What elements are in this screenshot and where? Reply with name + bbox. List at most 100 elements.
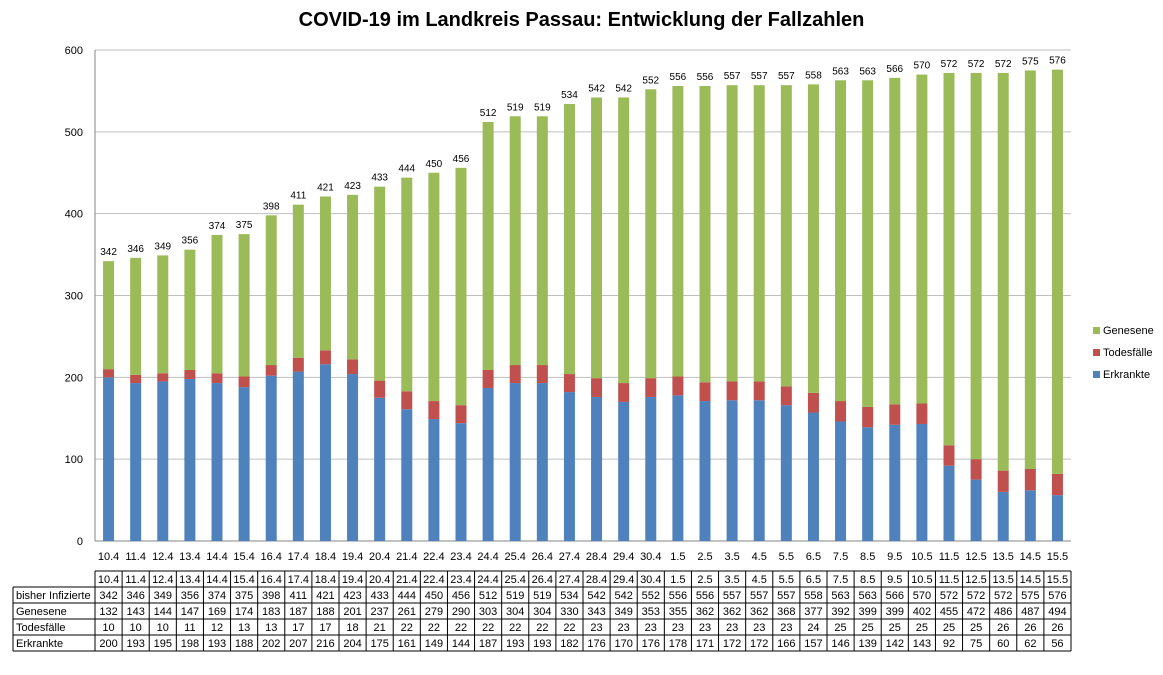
table-header-cell: 8.5	[860, 574, 875, 586]
table-cell: 402	[913, 606, 931, 618]
x-tick-label: 29.4	[613, 551, 634, 563]
table-cell: 542	[614, 590, 632, 602]
table-cell: 362	[723, 606, 741, 618]
x-tick-label: 12.4	[152, 551, 173, 563]
table-cell: 237	[370, 606, 388, 618]
table-cell: 146	[831, 638, 849, 650]
data-label-total: 558	[805, 70, 822, 81]
table-cell: 563	[831, 590, 849, 602]
table-header-cell: 12.5	[965, 574, 986, 586]
x-tick-label: 6.5	[806, 551, 821, 563]
table-cell: 23	[618, 622, 630, 634]
table-cell: 575	[1021, 590, 1039, 602]
table-header-cell: 4.5	[752, 574, 767, 586]
table-cell: 26	[1024, 622, 1036, 634]
bar-erkrankte	[943, 465, 955, 541]
bar-erkrankte	[726, 400, 738, 541]
table-cell: 377	[804, 606, 822, 618]
bar-genesene	[482, 122, 494, 370]
table-cell: 23	[780, 622, 792, 634]
table-header-cell: 5.5	[779, 574, 794, 586]
table-cell: 423	[343, 590, 361, 602]
table-cell: 556	[669, 590, 687, 602]
bar-erkrankte	[238, 387, 250, 541]
bar-todesflle	[726, 381, 738, 401]
table-cell: 176	[642, 638, 660, 650]
table-cell: 368	[777, 606, 795, 618]
bar-todesflle	[401, 391, 413, 410]
table-cell: 183	[262, 606, 280, 618]
bar-genesene	[211, 234, 223, 374]
bar-genesene	[699, 86, 711, 383]
table-cell: 486	[994, 606, 1012, 618]
table-cell: 13	[238, 622, 250, 634]
x-tick-label: 9.5	[887, 551, 902, 563]
bar-todesflle	[265, 365, 277, 376]
table-cell: 187	[479, 638, 497, 650]
table-cell: 201	[343, 606, 361, 618]
x-tick-label: 14.4	[206, 551, 227, 563]
table-cell: 200	[99, 638, 117, 650]
bar-todesflle	[509, 365, 521, 384]
data-label-total: 563	[859, 66, 876, 77]
table-cell: 356	[181, 590, 199, 602]
data-label-total: 519	[507, 102, 524, 113]
table-cell: 25	[889, 622, 901, 634]
data-label-total: 575	[1022, 56, 1039, 67]
table-cell: 261	[398, 606, 416, 618]
bar-todesflle	[780, 386, 792, 406]
bar-genesene	[862, 80, 874, 407]
bar-erkrankte	[807, 412, 819, 541]
bar-todesflle	[970, 459, 982, 480]
table-cell: 193	[506, 638, 524, 650]
data-label-total: 566	[886, 64, 903, 75]
table-cell: 172	[750, 638, 768, 650]
table-cell: 303	[479, 606, 497, 618]
x-tick-label: 25.4	[505, 551, 526, 563]
bar-genesene	[970, 72, 982, 460]
table-row-label: bisher Infizierte	[16, 590, 91, 602]
x-tick-label: 27.4	[559, 551, 580, 563]
bar-erkrankte	[374, 397, 386, 541]
x-tick-label: 15.5	[1047, 551, 1068, 563]
table-cell: 171	[696, 638, 714, 650]
data-label-total: 570	[914, 61, 931, 72]
bar-todesflle	[238, 376, 250, 388]
bar-erkrankte	[563, 392, 575, 541]
bar-genesene	[103, 261, 115, 370]
legend-swatch	[1093, 349, 1100, 356]
table-header-cell: 26.4	[532, 574, 553, 586]
x-tick-label: 21.4	[396, 551, 417, 563]
bar-erkrankte	[130, 383, 142, 541]
table-cell: 22	[455, 622, 467, 634]
data-label-total: 576	[1049, 56, 1066, 67]
table-cell: 23	[699, 622, 711, 634]
table-header-cell: 15.4	[233, 574, 254, 586]
x-tick-label: 15.4	[233, 551, 254, 563]
x-tick-label: 22.4	[423, 551, 444, 563]
x-tick-label: 3.5	[724, 551, 739, 563]
table-header-cell: 30.4	[640, 574, 661, 586]
table-cell: 22	[428, 622, 440, 634]
table-cell: 557	[777, 590, 795, 602]
table-cell: 166	[777, 638, 795, 650]
x-tick-label: 1.5	[670, 551, 685, 563]
table-cell: 346	[126, 590, 144, 602]
table-cell: 25	[943, 622, 955, 634]
data-label-total: 572	[968, 59, 985, 70]
table-header-cell: 11.5	[939, 574, 960, 586]
x-tick-label: 14.5	[1020, 551, 1041, 563]
data-label-total: 398	[263, 201, 280, 212]
data-label-total: 456	[453, 154, 470, 165]
table-cell: 534	[560, 590, 578, 602]
y-tick-label: 400	[65, 209, 83, 221]
data-label-total: 556	[670, 72, 687, 83]
y-tick-label: 600	[65, 45, 83, 57]
table-cell: 143	[913, 638, 931, 650]
data-label-total: 411	[290, 191, 306, 202]
table-cell: 279	[425, 606, 443, 618]
table-cell: 193	[208, 638, 226, 650]
table-cell: 25	[834, 622, 846, 634]
bar-todesflle	[482, 369, 494, 388]
table-cell: 23	[753, 622, 765, 634]
